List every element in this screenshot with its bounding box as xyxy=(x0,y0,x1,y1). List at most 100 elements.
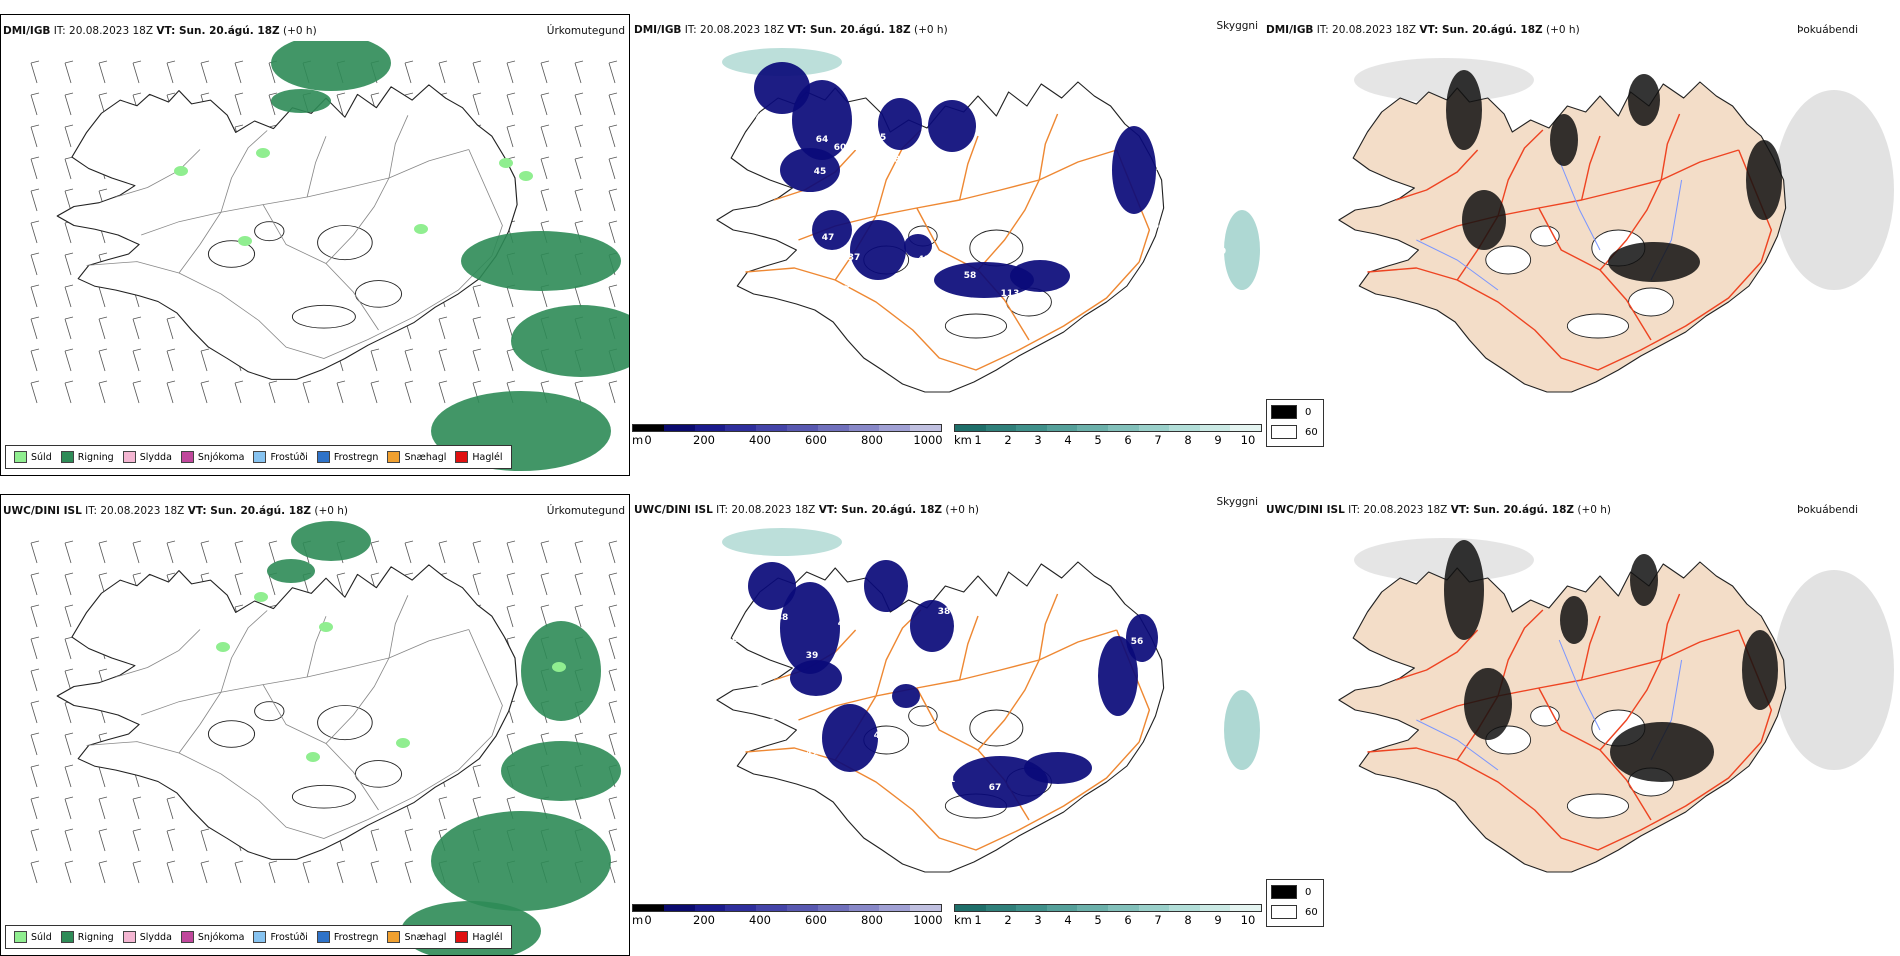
visibility-value-label: 80 xyxy=(1068,289,1081,299)
visibility-value-label: 45 xyxy=(756,113,769,123)
visibility-value-label: 37 xyxy=(848,253,861,263)
visibility-value-label: 65 xyxy=(1153,221,1166,231)
colorbar-tick: 8 xyxy=(1184,433,1192,447)
legend-label: Frostregn xyxy=(333,451,379,463)
visibility-value-label: 32 xyxy=(774,733,787,743)
colorbar-unit: m xyxy=(632,913,644,927)
cloud-map xyxy=(1338,58,1894,393)
colorbar-tick: 2 xyxy=(1004,433,1012,447)
panel-title: UWC/DINI ISL IT: 20.08.2023 18Z VT: Sun.… xyxy=(1266,504,1612,516)
visibility-value-label: 45 xyxy=(874,133,887,143)
cloud-panel-dmi: DMI/IGB IT: 20.08.2023 18Z VT: Sun. 20.á… xyxy=(1264,14,1894,476)
legend-swatch xyxy=(387,931,401,943)
colorbar-tick: 200 xyxy=(693,433,715,447)
visibility-value-label: 90 xyxy=(1096,721,1109,731)
visibility-value-label: 48 xyxy=(888,155,901,165)
colorbar-tick: 400 xyxy=(749,433,771,447)
visibility-panel-uwc: UWC/DINI ISL IT: 20.08.2023 18Z VT: Sun.… xyxy=(632,494,1262,956)
visibility-value-label: 41 xyxy=(902,755,915,765)
visibility-value-label: 42 xyxy=(806,749,819,759)
visibility-value-label: 80 xyxy=(1056,291,1069,301)
colorbar-tick: 4 xyxy=(1064,913,1072,927)
legend-item: Frostúði xyxy=(253,931,308,943)
colorbar-tick: 1000 xyxy=(913,913,943,927)
visibility-value-label: 53 xyxy=(846,143,859,153)
colorbar-tick: 600 xyxy=(805,433,827,447)
legend-label: Rigning xyxy=(77,451,114,463)
variable-label: Þokuábendi xyxy=(1797,504,1858,516)
precip-map xyxy=(30,521,621,955)
colorbar-tick: 5 xyxy=(1094,913,1102,927)
legend-swatch xyxy=(180,451,194,463)
legend-label: 60 xyxy=(1305,906,1318,918)
visibility-value-label: 113 xyxy=(1001,289,1020,299)
colorbar-tick: 200 xyxy=(693,913,715,927)
legend-item: Slydda xyxy=(122,451,172,463)
colorbar-tick: 2 xyxy=(1004,913,1012,927)
legend-item: Súld xyxy=(14,931,52,943)
legend-swatch xyxy=(122,931,136,943)
visibility-value-label: 45 xyxy=(750,679,763,689)
visibility-value-label: 47 xyxy=(822,233,835,243)
legend-swatch xyxy=(14,451,27,463)
legend-label: Snjókoma xyxy=(197,931,245,943)
colorbar-tick: 10 xyxy=(1240,913,1256,927)
colorbar-tick: 800 xyxy=(861,913,883,927)
colorbar-tick: 5 xyxy=(1094,433,1102,447)
colorbar-unit: m xyxy=(632,433,644,447)
colorbar-tick: 0 xyxy=(644,913,652,927)
visibility-value-label: 56 xyxy=(1131,637,1144,647)
visibility-value-label: 69 xyxy=(722,571,735,581)
precip-panel-uwc: UWC/DINI ISL IT: 20.08.2023 18Z VT: Sun.… xyxy=(0,494,630,956)
visibility-value-label: 170 xyxy=(1091,279,1110,289)
precip-map xyxy=(30,41,629,471)
panel-title: UWC/DINI ISL IT: 20.08.2023 18Z VT: Sun.… xyxy=(3,505,349,517)
visibility-value-label: 60 xyxy=(834,143,847,153)
legend-item: Rigning xyxy=(60,931,114,943)
visibility-value-label: 39 xyxy=(806,651,819,661)
cloud-legend-row: 60 xyxy=(1271,905,1318,919)
visibility-panel-dmi: DMI/IGB IT: 20.08.2023 18Z VT: Sun. 20.á… xyxy=(632,14,1262,476)
cloud-legend: 0 60 xyxy=(1266,879,1324,927)
legend-item: Snjókoma xyxy=(180,931,245,943)
legend-swatch xyxy=(60,931,74,943)
visibility-value-label: 42 xyxy=(874,731,887,741)
legend-swatch xyxy=(1271,405,1297,419)
legend-label: 0 xyxy=(1305,886,1312,898)
visibility-value-label: 79 xyxy=(1214,247,1227,257)
visibility-value-label: 55 xyxy=(786,141,799,151)
legend-item: Haglél xyxy=(455,451,503,463)
legend-label: Súld xyxy=(31,931,52,943)
colorbar-tick: 0 xyxy=(644,433,652,447)
colorbar-tick: 7 xyxy=(1154,913,1162,927)
visibility-value-label: 67 xyxy=(989,783,1002,793)
colorbar-tick: 1 xyxy=(974,433,982,447)
precip-legend: Súld Rigning Slydda Snjókoma Frostúði Frostre… xyxy=(5,445,512,469)
legend-item: Haglél xyxy=(455,931,503,943)
variable-label: Úrkomutegund xyxy=(546,505,625,517)
legend-label: Frostúði xyxy=(270,931,308,943)
legend-item: Slydda xyxy=(122,931,172,943)
variable-label: Skyggni xyxy=(1216,496,1259,508)
colorbar-unit: km xyxy=(954,433,972,447)
cloud-map xyxy=(1338,538,1894,873)
panel-title: UWC/DINI ISL IT: 20.08.2023 18Z VT: Sun.… xyxy=(634,504,980,516)
colorbar-strip xyxy=(632,424,942,432)
colorbar-tick: 600 xyxy=(805,913,827,927)
panel-title: DMI/IGB IT: 20.08.2023 18Z VT: Sun. 20.á… xyxy=(634,24,948,36)
legend-label: Snjókoma xyxy=(197,451,245,463)
legend-swatch xyxy=(1271,425,1297,439)
visibility-value-label: 49 xyxy=(836,285,849,295)
legend-swatch xyxy=(60,451,74,463)
variable-label: Skyggni xyxy=(1216,20,1259,32)
visibility-value-label: 61 xyxy=(943,775,956,785)
visibility-value-label: 34 xyxy=(770,713,783,723)
legend-label: 60 xyxy=(1305,426,1318,438)
colorbar-strip xyxy=(954,904,1262,912)
variable-label: Úrkomutegund xyxy=(546,25,625,37)
legend-item: Súld xyxy=(14,451,52,463)
colorbar-tick: 1000 xyxy=(913,433,943,447)
colorbar-tick: 8 xyxy=(1184,913,1192,927)
legend-swatch xyxy=(14,931,27,943)
